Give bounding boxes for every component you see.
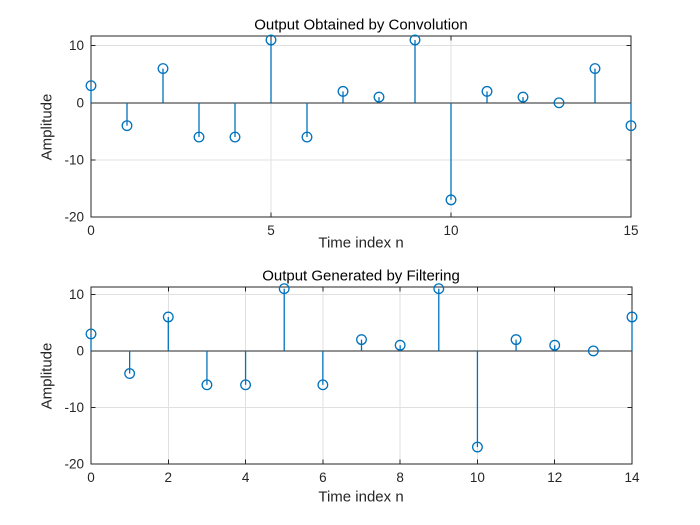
x-tick-label: 6 bbox=[319, 470, 327, 485]
chart-0-markers bbox=[85, 34, 637, 206]
stem-marker bbox=[85, 328, 97, 340]
x-tick-label: 14 bbox=[624, 470, 640, 485]
stem-marker bbox=[317, 379, 329, 391]
top-chart-title: Output Obtained by Convolution bbox=[254, 16, 468, 34]
y-tick-label: 10 bbox=[69, 38, 84, 53]
stem-marker bbox=[433, 283, 445, 295]
stem-marker bbox=[626, 311, 638, 323]
x-tick-label: 10 bbox=[443, 223, 458, 238]
chart-0-tick-labels: 0 5 10 15 10 0 -10 -20 bbox=[64, 38, 638, 238]
stem-marker bbox=[445, 194, 457, 206]
y-tick-label: 0 bbox=[76, 343, 84, 358]
stem-marker bbox=[373, 91, 385, 103]
stem-marker bbox=[394, 339, 406, 351]
stem-marker bbox=[553, 97, 565, 109]
chart-1-box bbox=[90, 286, 633, 465]
bottom-chart-ylabel: Amplitude bbox=[38, 342, 56, 410]
top-chart-ylabel: Amplitude bbox=[38, 93, 56, 161]
y-tick-label: -20 bbox=[64, 210, 84, 225]
stem-marker bbox=[471, 441, 483, 453]
chart-1-stems bbox=[90, 288, 633, 448]
x-tick-label: 15 bbox=[623, 223, 638, 238]
bottom-chart-title: Output Generated by Filtering bbox=[262, 267, 460, 285]
chart-0: 0 5 10 15 10 0 -10 -20 bbox=[64, 34, 639, 238]
stem-marker bbox=[240, 379, 252, 391]
x-tick-label: 8 bbox=[396, 470, 404, 485]
bottom-chart-xlabel: Time index n bbox=[318, 488, 404, 506]
x-tick-label: 0 bbox=[87, 223, 95, 238]
stem-marker bbox=[201, 379, 213, 391]
stem-marker bbox=[278, 283, 290, 295]
stem-marker bbox=[337, 85, 349, 97]
y-tick-label: 10 bbox=[69, 287, 84, 302]
stem-marker bbox=[121, 120, 133, 132]
stem-marker bbox=[587, 345, 599, 357]
stem-marker bbox=[229, 131, 241, 143]
stem-marker bbox=[265, 34, 277, 46]
stem-marker bbox=[356, 334, 367, 346]
chart-0-ticks bbox=[90, 36, 632, 218]
stem-marker bbox=[549, 339, 561, 351]
stem-marker bbox=[589, 63, 601, 74]
x-tick-label: 2 bbox=[165, 470, 173, 485]
y-tick-label: -10 bbox=[64, 400, 84, 415]
chart-0-box bbox=[90, 35, 632, 218]
stem-marker bbox=[162, 311, 174, 323]
stem-marker bbox=[517, 91, 529, 103]
chart-0-grid bbox=[90, 36, 632, 218]
x-tick-label: 4 bbox=[242, 470, 250, 485]
chart-1: 0 2 4 6 8 10 12 14 10 0 -10 -20 bbox=[64, 283, 640, 485]
chart-1-tick-labels: 0 2 4 6 8 10 12 14 10 0 -10 -20 bbox=[64, 287, 640, 485]
stem-marker bbox=[301, 131, 313, 143]
stem-marker bbox=[157, 63, 169, 74]
x-tick-label: 0 bbox=[87, 470, 95, 485]
x-tick-label: 10 bbox=[470, 470, 485, 485]
stem-marker bbox=[124, 368, 136, 379]
chart-1-markers bbox=[85, 283, 638, 453]
x-tick-label: 5 bbox=[267, 223, 275, 238]
y-tick-label: -10 bbox=[64, 152, 84, 167]
y-tick-label: -20 bbox=[64, 457, 84, 472]
stem-marker bbox=[510, 334, 522, 346]
y-tick-label: 0 bbox=[76, 95, 84, 110]
stem-marker bbox=[85, 80, 97, 92]
stem-marker bbox=[193, 131, 205, 143]
stem-marker bbox=[625, 120, 637, 132]
stem-marker bbox=[409, 34, 421, 46]
top-chart-xlabel: Time index n bbox=[318, 234, 404, 252]
stem-marker bbox=[481, 85, 493, 97]
x-tick-label: 12 bbox=[547, 470, 562, 485]
chart-0-stems bbox=[90, 39, 632, 200]
